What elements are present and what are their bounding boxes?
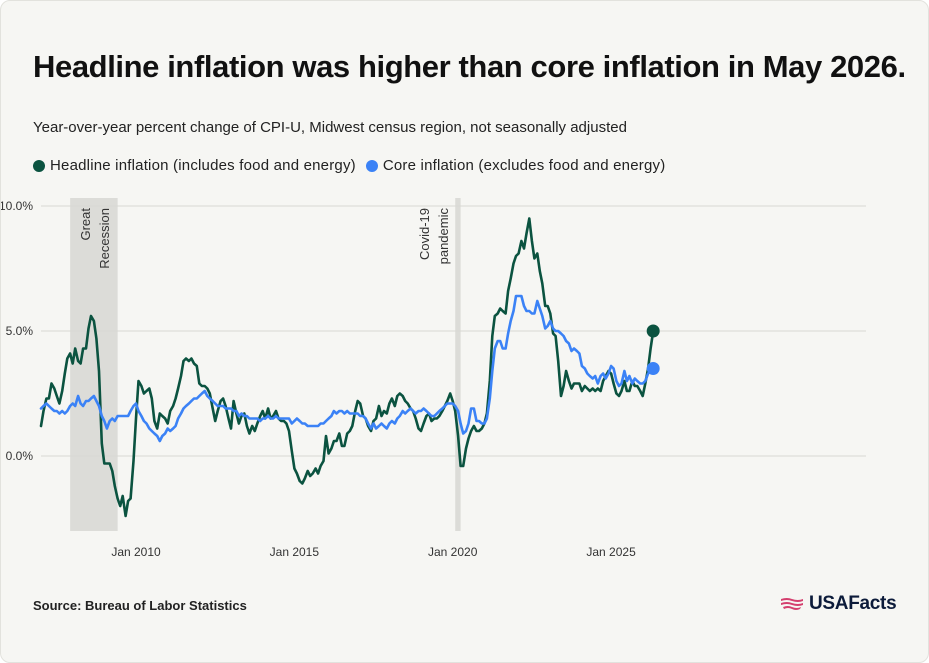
y-tick-label: 5.0%: [6, 324, 34, 338]
shaded-period-label: Recession: [97, 208, 112, 269]
shaded-period-0: [70, 198, 118, 531]
legend-item-headline: Headline inflation (includes food and en…: [33, 157, 356, 174]
legend-swatch-core: [365, 159, 378, 172]
shaded-period-label: Great: [78, 208, 93, 241]
chart-title: Headline inflation was higher than core …: [33, 49, 906, 84]
usafacts-logo: USAFacts: [779, 593, 897, 615]
source-note: Source: Bureau of Labor Statistics: [33, 598, 247, 613]
y-tick-label: 10.0%: [1, 199, 33, 213]
series-line-headline: [39, 217, 655, 518]
brand-name: USAFacts: [809, 593, 897, 614]
x-tick-label: Jan 2010: [111, 545, 161, 559]
legend-label-headline: Headline inflation (includes food and en…: [50, 157, 356, 174]
chart-subtitle: Year-over-year percent change of CPI-U, …: [33, 119, 627, 136]
x-tick-label: Jan 2015: [270, 545, 320, 559]
chart-legend: Headline inflation (includes food and en…: [33, 157, 675, 174]
legend-swatch-headline: [33, 159, 45, 172]
shaded-period-label: Covid-19: [417, 208, 432, 260]
x-tick-label: Jan 2025: [586, 545, 636, 559]
legend-label-core: Core inflation (excludes food and energy…: [382, 157, 666, 174]
series-line-core: [39, 294, 655, 443]
series-end-point-headline: [646, 324, 660, 338]
shaded-period-label: pandemic: [436, 208, 451, 265]
series-end-point-core: [646, 362, 660, 375]
usa-map-stripes-icon: [781, 598, 803, 610]
legend-item-core: Core inflation (excludes food and energy…: [365, 157, 666, 174]
shaded-period-1: [455, 198, 461, 531]
y-tick-label: 0.0%: [6, 449, 34, 463]
x-tick-label: Jan 2020: [428, 545, 478, 559]
